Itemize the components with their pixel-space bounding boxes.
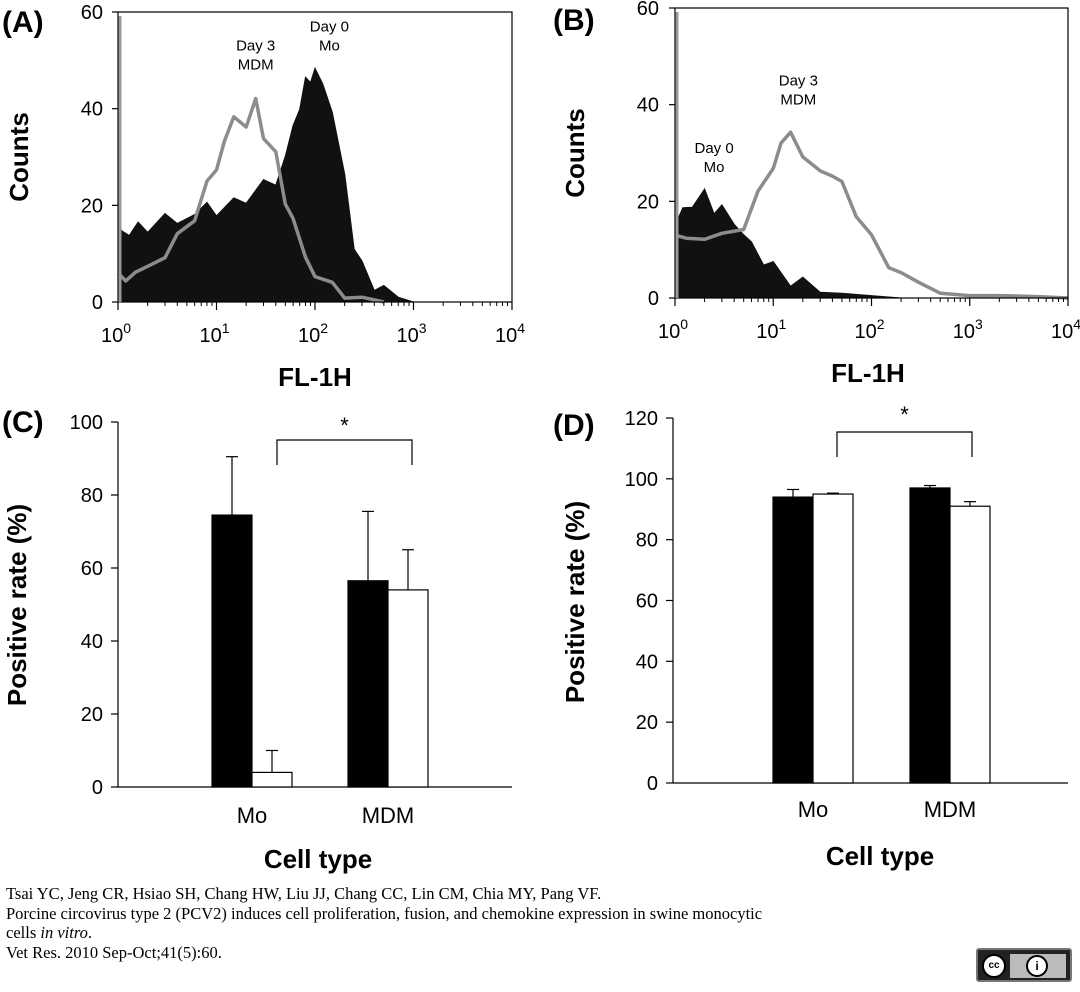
x-tick-label: 103 xyxy=(953,316,983,343)
x-tick-label: 104 xyxy=(1051,316,1080,343)
bar-mdm-black xyxy=(909,487,951,784)
annotation-line: Mo xyxy=(319,37,340,54)
y-tick-label: 80 xyxy=(636,530,658,552)
significance-bracket xyxy=(836,431,973,457)
bar-mo-white xyxy=(812,493,854,784)
x-tick-label: 103 xyxy=(396,320,426,347)
x-axis-label: FL-1H xyxy=(278,362,352,392)
y-tick-label: 40 xyxy=(636,651,658,673)
y-tick-label: 0 xyxy=(92,777,103,799)
annotation-0: Day 3 MDM xyxy=(779,72,818,108)
y-axis-label: Counts xyxy=(4,112,34,202)
cc-by-license-icon: cc i xyxy=(976,948,1072,982)
significance-bracket xyxy=(276,439,413,465)
category-label: MDM xyxy=(924,797,977,822)
y-tick-label: 60 xyxy=(637,0,659,20)
y-tick-label: 20 xyxy=(636,712,658,734)
by-attribution-icon: i xyxy=(1026,955,1048,977)
y-axis-label: Positive rate (%) xyxy=(560,501,590,703)
bar-mdm-white xyxy=(949,505,991,784)
annotation-line: Day 3 xyxy=(236,38,275,55)
y-tick-label: 80 xyxy=(81,485,103,507)
citation-title: Porcine circovirus type 2 (PCV2) induces… xyxy=(6,903,763,923)
y-axis-label: Positive rate (%) xyxy=(2,504,32,706)
annotation-1: Day 0 Mo xyxy=(310,18,349,54)
panel-label: (B) xyxy=(553,4,595,37)
citation-authors: Tsai YC, Jeng CR, Hsiao SH, Chang HW, Li… xyxy=(6,884,602,903)
y-tick-label: 100 xyxy=(625,469,658,491)
x-tick-exponent: 1 xyxy=(222,320,230,336)
series-day-0-mo-area xyxy=(117,66,414,303)
bar-mo-black xyxy=(772,496,814,784)
panel-label: (D) xyxy=(553,409,595,442)
x-tick-label: 102 xyxy=(854,316,884,343)
x-tick-label: 100 xyxy=(101,320,131,347)
y-tick-label: 60 xyxy=(81,2,103,24)
panel-label: (A) xyxy=(2,6,44,39)
y-tick-label: 20 xyxy=(81,704,103,726)
cc-icon: cc xyxy=(982,954,1006,978)
y-tick-label: 60 xyxy=(81,558,103,580)
y-tick-label: 20 xyxy=(81,195,103,217)
x-tick-exponent: 0 xyxy=(680,316,688,332)
x-tick-label: 104 xyxy=(495,320,525,347)
significance-star: * xyxy=(340,413,349,438)
x-tick-exponent: 3 xyxy=(975,316,983,332)
y-tick-label: 60 xyxy=(636,591,658,613)
significance-star: * xyxy=(900,402,909,427)
panel-label: (C) xyxy=(2,406,44,439)
bar-mo-white xyxy=(251,771,293,788)
x-tick-exponent: 2 xyxy=(877,316,885,332)
citation-journal: Vet Res. 2010 Sep-Oct;41(5):60. xyxy=(6,942,222,962)
annotation-line: Day 0 xyxy=(310,18,349,35)
x-tick-exponent: 0 xyxy=(123,320,131,336)
annotation-line: MDM xyxy=(238,57,274,74)
series-day-3-mdm-line xyxy=(674,130,1069,300)
category-label: Mo xyxy=(798,797,829,822)
x-tick-label: 101 xyxy=(756,316,786,343)
annotation-line: MDM xyxy=(780,91,816,108)
series-day-3-mdm-line xyxy=(116,96,385,304)
bar-mo-black xyxy=(211,514,253,788)
category-label: MDM xyxy=(362,803,415,828)
series-day-0-mo-area xyxy=(674,187,902,299)
x-tick-label: 101 xyxy=(199,320,229,347)
x-tick-label: 102 xyxy=(298,320,328,347)
y-tick-label: 20 xyxy=(637,191,659,213)
x-tick-exponent: 3 xyxy=(419,320,427,336)
x-tick-exponent: 4 xyxy=(1073,316,1080,332)
x-tick-label: 100 xyxy=(658,316,688,343)
annotation-0: Day 3 MDM xyxy=(236,38,275,74)
annotation-1: Day 0 Mo xyxy=(695,140,734,176)
citation-title-end: cells in vitro. xyxy=(6,923,93,942)
x-axis-label: Cell type xyxy=(264,844,372,874)
y-tick-label: 40 xyxy=(81,631,103,653)
panel-d-bar-chart: 0 20 40 60 80 100 120 Mo MDM * (D) Positive rate (%… xyxy=(553,402,1068,871)
y-tick-label: 100 xyxy=(70,412,103,434)
x-tick-exponent: 1 xyxy=(778,316,786,332)
bar-mdm-black xyxy=(347,580,389,788)
y-axis-label: Counts xyxy=(560,108,590,198)
category-label: Mo xyxy=(237,803,268,828)
annotation-line: Day 3 xyxy=(779,72,818,89)
x-tick-exponent: 4 xyxy=(517,320,525,336)
bar-mdm-white xyxy=(387,589,429,788)
annotation-line: Mo xyxy=(704,159,725,176)
y-tick-label: 0 xyxy=(647,773,658,795)
y-tick-label: 0 xyxy=(92,292,103,314)
y-tick-label: 40 xyxy=(637,95,659,117)
y-tick-label: 120 xyxy=(625,408,658,430)
y-tick-label: 0 xyxy=(648,288,659,310)
annotation-line: Day 0 xyxy=(695,140,734,157)
citation: Tsai YC, Jeng CR, Hsiao SH, Chang HW, Li… xyxy=(6,884,1016,962)
x-axis-label: FL-1H xyxy=(831,358,905,388)
y-tick-label: 40 xyxy=(81,99,103,121)
x-axis-label: Cell type xyxy=(826,841,934,871)
x-tick-exponent: 2 xyxy=(320,320,328,336)
panel-c-bar-chart: 0 20 40 60 80 100 Mo MDM * (C) Positive rate (%) Ce… xyxy=(2,406,512,874)
